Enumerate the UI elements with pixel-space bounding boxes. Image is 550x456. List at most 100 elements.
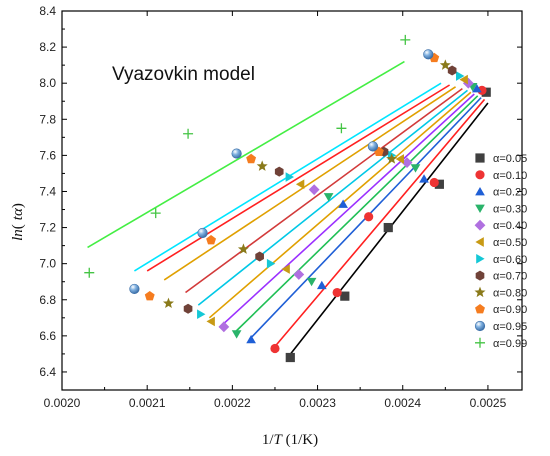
plot-area-border (61, 10, 523, 391)
data-point-10-2 (231, 148, 242, 159)
fit-line-8 (163, 86, 456, 281)
data-point-9-0 (144, 290, 155, 301)
data-point-10-1 (197, 227, 208, 239)
data-point-11-2 (183, 128, 194, 139)
x-tick-label: 0.0020 (44, 396, 81, 410)
legend-marker-1 (475, 170, 485, 180)
legend-label-3: α=0.30 (493, 203, 527, 215)
legend-marker-4 (474, 219, 486, 231)
fit-line-3 (234, 95, 479, 333)
legend-label-6: α=0.60 (493, 254, 527, 266)
data-markers (84, 34, 491, 363)
data-point-2-4 (472, 84, 482, 93)
data-point-4-0 (218, 321, 230, 333)
data-point-1-4 (477, 85, 487, 96)
data-point-11-1 (150, 208, 161, 219)
chart-annotation: Vyazovkin model (112, 64, 255, 85)
data-point-8-3 (386, 153, 398, 164)
data-point-1-3 (429, 177, 439, 188)
data-point-11-3 (336, 123, 347, 134)
data-point-0-0 (285, 352, 295, 363)
y-tick-label: 7.4 (39, 184, 56, 198)
fit-line-4 (221, 93, 475, 326)
x-tick-label: 0.0025 (470, 396, 507, 410)
legend-label-2: α=0.20 (493, 187, 527, 199)
axis-ticks: 0.0020 0.0021 0.0022 0.0023 0.0024 0.0025 6.4 6… (39, 4, 522, 410)
data-point-5-2 (295, 179, 305, 190)
data-point-0-1 (340, 291, 350, 301)
legend-label-0: α=0.05 (493, 153, 527, 165)
data-point-3-2 (323, 193, 334, 202)
data-point-1-2 (364, 212, 374, 222)
data-point-7-0 (183, 303, 193, 314)
data-point-0-4 (481, 87, 491, 97)
data-point-5-1 (281, 264, 290, 274)
data-point-3-1 (306, 277, 317, 287)
data-point-5-3 (395, 154, 404, 164)
data-point-3-0 (231, 330, 242, 339)
data-point-10-4 (423, 49, 434, 60)
data-point-9-2 (246, 153, 257, 164)
y-tick-label: 6.4 (39, 365, 56, 379)
legend-marker-10 (474, 320, 486, 332)
legend-marker-11 (475, 337, 485, 348)
data-point-10-0 (129, 283, 140, 295)
fit-line-11 (87, 60, 405, 249)
data-point-8-2 (256, 160, 268, 171)
data-point-5-0 (206, 316, 215, 327)
y-tick-label: 7.2 (39, 221, 56, 235)
legend-label-11: α=0.99 (493, 338, 527, 350)
data-point-6-2 (285, 172, 295, 182)
legend-marker-8 (474, 286, 486, 298)
data-point-2-1 (316, 280, 327, 290)
legend-marker-0 (475, 153, 485, 163)
y-tick-label: 6.8 (39, 293, 56, 307)
legend-label-9: α=0.90 (493, 304, 527, 316)
data-point-6-4 (456, 71, 465, 81)
fit-line-1 (272, 98, 486, 350)
data-point-2-3 (419, 174, 429, 183)
y-tick-label: 6.6 (39, 329, 56, 343)
fit-line-9 (146, 84, 451, 272)
y-tick-label: 8.2 (39, 40, 56, 54)
data-point-0-3 (434, 179, 444, 189)
legend-marker-6 (476, 253, 485, 264)
x-tick-label: 0.0022 (214, 396, 251, 410)
y-tick-label: 8.4 (39, 4, 56, 18)
legend-marker-3 (475, 204, 485, 213)
y-axis-title: ln(tα) (10, 203, 26, 241)
fit-line-6 (197, 89, 468, 306)
legend-marker-9 (475, 304, 485, 314)
legend-label-10: α=0.95 (493, 321, 527, 333)
data-point-10-3 (367, 141, 379, 152)
data-point-2-2 (338, 199, 348, 208)
x-tick-label: 0.0023 (299, 396, 336, 410)
data-point-0-2 (383, 222, 393, 233)
y-tick-label: 7.8 (39, 112, 56, 126)
data-point-9-1 (206, 235, 217, 245)
data-point-1-0 (270, 343, 280, 354)
data-point-8-1 (237, 243, 249, 254)
x-axis-title: 1/T (1/K) (262, 432, 318, 448)
legend-label-5: α=0.50 (493, 237, 527, 249)
data-point-4-1 (293, 269, 305, 280)
legend: α=0.05 α=0.10 α=0.20 α=0.30 α=0.40 α=0.50 α=0.… (474, 153, 527, 350)
data-point-5-4 (459, 74, 468, 85)
data-point-11-0 (84, 267, 95, 278)
data-point-6-0 (197, 309, 206, 320)
x-tick-label: 0.0024 (384, 396, 421, 410)
data-point-8-4 (439, 59, 451, 70)
data-point-11-4 (400, 34, 411, 45)
legend-marker-2 (475, 187, 485, 196)
data-point-3-3 (410, 164, 421, 173)
x-tick-label: 0.0021 (129, 396, 166, 410)
legend-label-4: α=0.40 (493, 220, 527, 232)
legend-marker-7 (475, 270, 485, 281)
legend-label-8: α=0.80 (493, 287, 527, 299)
data-point-7-1 (255, 251, 264, 262)
legend-label-7: α=0.70 (493, 271, 527, 283)
data-point-2-0 (246, 334, 256, 344)
data-point-1-1 (332, 287, 342, 298)
plot-frame (61, 10, 523, 391)
y-tick-label: 7.0 (39, 257, 56, 271)
